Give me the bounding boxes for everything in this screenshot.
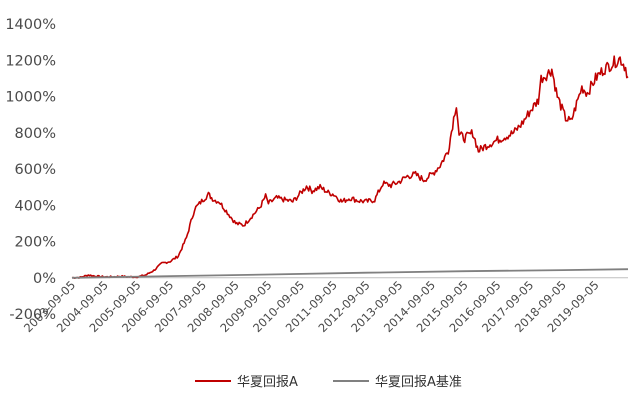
y-tick-label: 1200% (5, 53, 56, 69)
series-line (71, 268, 629, 279)
y-tick-label: 1000% (5, 90, 56, 106)
series-line (71, 55, 629, 280)
x-axis-ticks: 2003-09-052004-09-052005-09-052006-09-05… (21, 278, 602, 335)
series-layer (71, 55, 629, 280)
y-tick-label: 200% (15, 235, 56, 251)
y-tick-label: -200% (9, 307, 56, 323)
y-tick-label: 800% (15, 126, 56, 142)
y-tick-label: 600% (15, 162, 56, 178)
legend-label: 华夏回报A基准 (375, 375, 462, 390)
legend: 华夏回报A 华夏回报A基准 (195, 375, 462, 390)
y-tick-label: 1400% (5, 17, 56, 33)
y-tick-label: 400% (15, 198, 56, 214)
legend-label: 华夏回报A (237, 375, 298, 390)
y-tick-label: 0% (33, 271, 56, 287)
y-axis-ticks: -200% 0% 200% 400% 600% 800% 1000% 1200% 1400% (5, 17, 56, 323)
